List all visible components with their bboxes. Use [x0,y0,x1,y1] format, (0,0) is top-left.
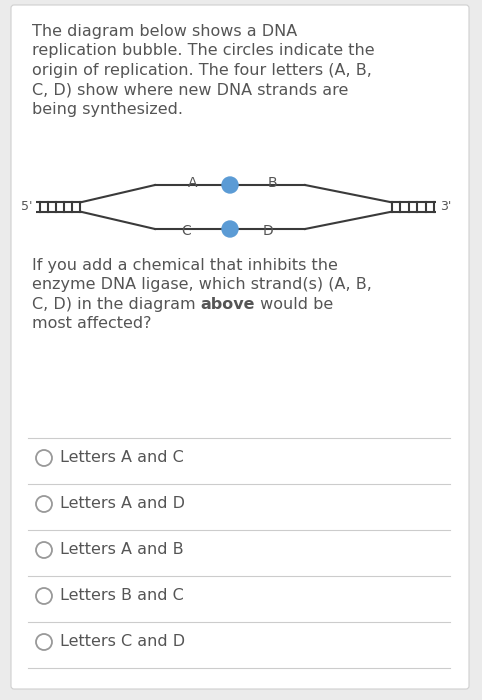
Text: above: above [201,297,255,312]
Text: The diagram below shows a DNA: The diagram below shows a DNA [32,24,297,39]
Text: If you add a chemical that inhibits the: If you add a chemical that inhibits the [32,258,338,273]
Circle shape [222,177,238,193]
Text: being synthesized.: being synthesized. [32,102,183,117]
Text: C: C [181,224,191,238]
Text: Letters A and B: Letters A and B [60,542,184,557]
Text: would be: would be [255,297,334,312]
Text: B: B [267,176,277,190]
Text: enzyme DNA ligase, which strand(s) (A, B,: enzyme DNA ligase, which strand(s) (A, B… [32,277,372,293]
Text: C, D) show where new DNA strands are: C, D) show where new DNA strands are [32,83,348,97]
Text: origin of replication. The four letters (A, B,: origin of replication. The four letters … [32,63,372,78]
Text: C, D) in the diagram: C, D) in the diagram [32,297,201,312]
Text: Letters B and C: Letters B and C [60,589,184,603]
Text: D: D [263,224,273,238]
Text: Letters A and C: Letters A and C [60,451,184,466]
FancyBboxPatch shape [11,5,469,689]
Text: Letters A and D: Letters A and D [60,496,185,512]
Text: A: A [188,176,198,190]
Text: most affected?: most affected? [32,316,151,332]
Text: 5': 5' [21,200,32,214]
Text: 3': 3' [440,200,451,214]
Text: replication bubble. The circles indicate the: replication bubble. The circles indicate… [32,43,375,59]
Circle shape [222,221,238,237]
Text: Letters C and D: Letters C and D [60,634,185,650]
